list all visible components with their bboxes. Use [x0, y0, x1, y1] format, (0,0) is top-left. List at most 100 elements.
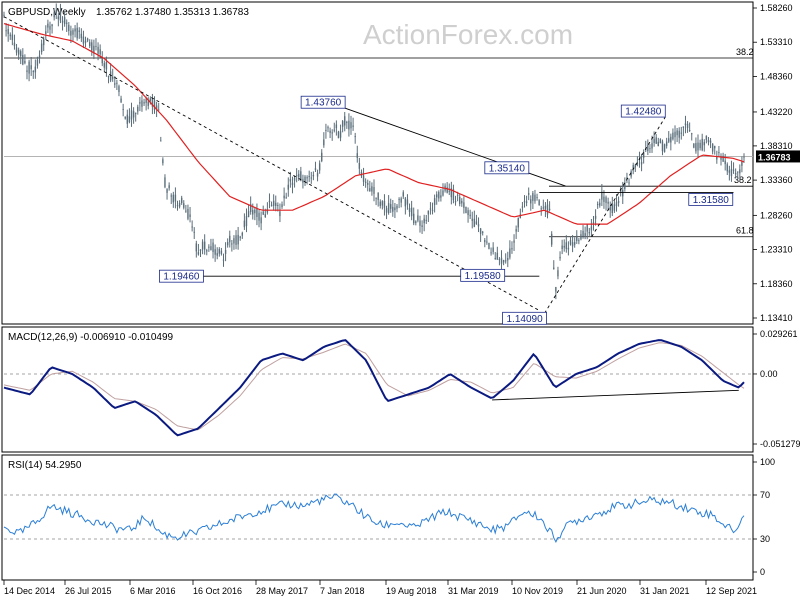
candle-body: [260, 217, 262, 224]
candle-body: [592, 222, 595, 224]
candle-body: [80, 33, 83, 39]
rsi-y-tick-label: 70: [760, 490, 770, 500]
candle-body: [695, 143, 697, 152]
candle-body: [331, 132, 333, 134]
candle-body: [157, 109, 160, 111]
candle-body: [57, 16, 60, 20]
candle-body: [86, 38, 89, 41]
candle-body: [705, 135, 708, 140]
candle-body: [467, 210, 469, 216]
rsi-line: [3, 493, 745, 544]
candle-body: [89, 42, 91, 47]
candle-body: [471, 218, 473, 221]
candle-body: [243, 220, 246, 228]
candle-body: [218, 248, 221, 254]
candle-body: [672, 132, 674, 140]
candle-body: [381, 201, 384, 206]
candle-body: [427, 210, 430, 215]
candle-body: [415, 221, 417, 224]
candle-body: [254, 209, 256, 214]
price-annotation-label: 1.43760: [305, 98, 342, 109]
candle-body: [147, 101, 149, 106]
candle-body: [404, 198, 407, 207]
candle-body: [5, 30, 7, 32]
candle-body: [741, 161, 743, 166]
price-y-tick-label: 1.13410: [760, 313, 793, 323]
candle-body: [321, 152, 323, 162]
candle-body: [20, 51, 22, 57]
candle-body: [55, 10, 57, 13]
candle-body: [185, 210, 187, 212]
candle-body: [364, 181, 367, 183]
candle-body: [496, 252, 499, 260]
x-axis-tick-label: 16 Oct 2016: [193, 586, 242, 596]
macd-line: [3, 339, 745, 437]
candle-body: [107, 75, 110, 78]
candle-body: [511, 248, 513, 250]
candle-body: [546, 204, 549, 215]
candle-body: [350, 122, 352, 129]
candle-body: [258, 212, 260, 221]
candle-body: [291, 182, 294, 186]
candle-body: [446, 187, 448, 193]
candle-body: [141, 100, 143, 107]
candle-body: [737, 171, 739, 173]
candle-body: [201, 241, 204, 250]
x-axis-tick-label: 31 Jan 2021: [640, 586, 690, 596]
candle-body: [118, 86, 120, 93]
candle-body: [277, 205, 279, 207]
candle-body: [498, 259, 501, 261]
candle-body: [448, 190, 450, 192]
candle-body: [413, 213, 415, 224]
candle-body: [640, 161, 643, 165]
candle-body: [70, 30, 72, 36]
macd-y-tick-label: -0.051279: [760, 439, 800, 449]
candle-body: [268, 200, 271, 203]
trendline: [544, 116, 666, 314]
price-y-tick-label: 1.58260: [760, 3, 793, 13]
candle-body: [555, 287, 557, 292]
candle-body: [112, 76, 114, 79]
candle-body: [379, 201, 381, 206]
candle-body: [709, 140, 712, 143]
candle-body: [375, 197, 377, 199]
candle-body: [308, 176, 310, 178]
candle-body: [216, 253, 218, 256]
candle-body: [32, 71, 34, 73]
candle-body: [59, 10, 62, 21]
candle-body: [143, 102, 145, 104]
candle-body: [281, 204, 283, 208]
candle-body: [220, 250, 223, 254]
candle-body: [193, 231, 195, 233]
current-price-label: 1.36783: [758, 152, 791, 162]
candle-body: [703, 142, 705, 146]
candle-body: [678, 130, 680, 138]
candle-body: [688, 129, 691, 131]
candle-body: [724, 160, 726, 165]
candle-body: [191, 226, 193, 228]
candle-body: [730, 168, 733, 177]
candle-body: [3, 14, 5, 16]
candle-body: [657, 141, 659, 147]
candle-body: [651, 143, 653, 149]
candle-body: [126, 114, 129, 124]
price-annotation-box: [159, 269, 204, 283]
price-y-tick-label: 1.23310: [760, 245, 793, 255]
candle-body: [624, 182, 626, 190]
candle-body: [519, 214, 522, 219]
candle-body: [557, 270, 559, 277]
candle-body: [459, 196, 461, 204]
candle-body: [408, 208, 411, 212]
price-annotation-label: 1.19580: [465, 271, 502, 282]
candle-body: [538, 200, 540, 206]
candle-body: [314, 168, 317, 170]
candle-body: [99, 49, 101, 55]
candle-body: [103, 63, 106, 68]
candle-body: [532, 193, 534, 201]
candle-body: [40, 43, 43, 52]
price-annotation-box: [620, 104, 666, 118]
candle-body: [337, 131, 340, 139]
candle-body: [486, 241, 488, 243]
candle-body: [298, 173, 300, 178]
candle-body: [707, 139, 710, 143]
